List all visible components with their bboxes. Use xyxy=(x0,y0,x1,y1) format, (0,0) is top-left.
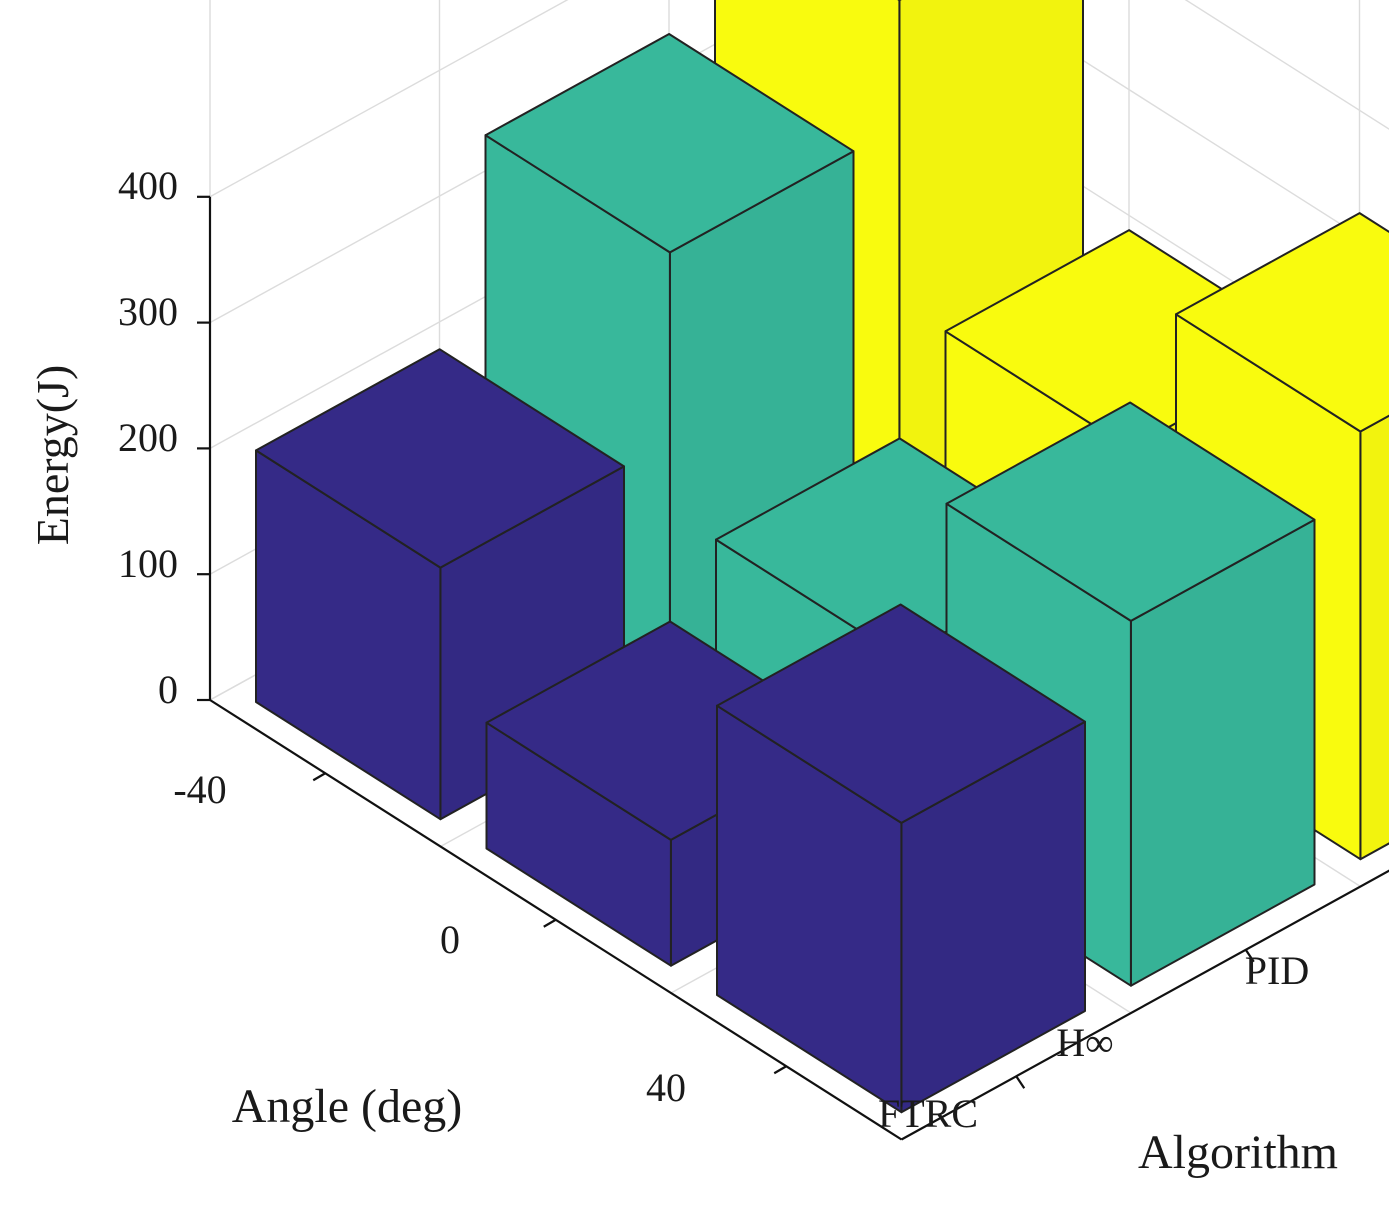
z-tick-label-0: 0 xyxy=(158,667,178,712)
angle-tick-label-neg40: -40 xyxy=(173,767,226,812)
algorithm-tick-label-hinf: H∞ xyxy=(1056,1020,1113,1065)
bar-face-top xyxy=(716,603,1086,824)
z-tick-label-100: 100 xyxy=(118,541,178,586)
algorithm-tick-labels: FTRC H∞ PID xyxy=(878,948,1309,1136)
algorithm-tick-label-pid: PID xyxy=(1245,948,1309,993)
z-tick-label-400: 400 xyxy=(118,163,178,208)
bar-face-top xyxy=(1175,212,1389,433)
angle-tick-label-0: 0 xyxy=(440,917,460,962)
grid-line-value xyxy=(1184,0,1389,130)
bars xyxy=(255,0,1389,1114)
z-tick-label-200: 200 xyxy=(118,415,178,460)
angle-axis-tick xyxy=(773,1065,787,1075)
z-tick-labels: 0 100 200 300 400 xyxy=(118,163,178,712)
angle-axis-tick xyxy=(543,918,557,928)
z-axis-label: Energy(J) xyxy=(27,365,78,546)
bar-FTRC-40 xyxy=(716,603,1086,1114)
x-axis-label: Angle (deg) xyxy=(232,1080,463,1133)
algorithm-axis-tick xyxy=(1015,1075,1026,1089)
grid-line-value xyxy=(209,0,569,198)
angle-axis-tick xyxy=(312,772,326,782)
algorithm-tick-label-ftrc: FTRC xyxy=(878,1091,978,1136)
angle-tick-labels: -40 0 40 xyxy=(173,767,686,1110)
y-axis-label: Algorithm xyxy=(1138,1126,1338,1179)
axes xyxy=(197,195,1389,1141)
bar-face-top xyxy=(255,348,625,569)
angle-tick-label-40: 40 xyxy=(646,1065,686,1110)
bar-face-top xyxy=(945,401,1316,622)
z-tick-label-300: 300 xyxy=(118,289,178,334)
algorithm-axis-tick xyxy=(1244,949,1255,963)
bar-face-top xyxy=(484,33,855,254)
